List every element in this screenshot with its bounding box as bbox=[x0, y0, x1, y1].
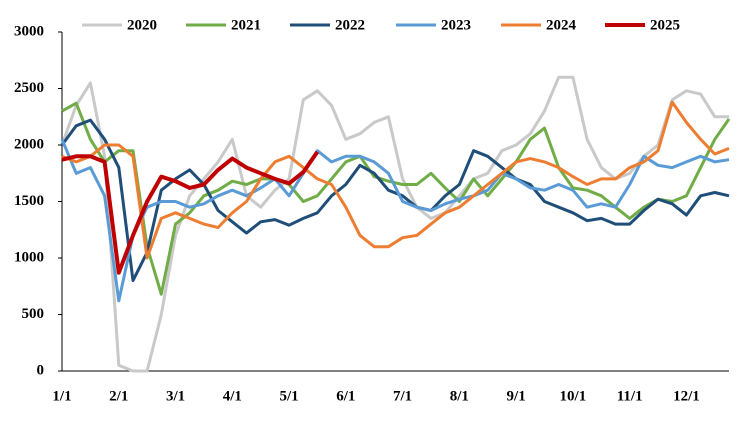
x-tick-label: 2/1 bbox=[109, 388, 128, 404]
y-tick-label: 0 bbox=[37, 362, 45, 378]
legend-label: 2024 bbox=[546, 17, 577, 33]
x-tick-label: 11/1 bbox=[617, 388, 643, 404]
y-tick-label: 2000 bbox=[14, 136, 44, 152]
series-line bbox=[61, 150, 320, 275]
x-tick-label: 12/1 bbox=[673, 388, 700, 404]
x-tick-label: 5/1 bbox=[279, 388, 298, 404]
y-tick-label: 3000 bbox=[14, 23, 44, 39]
series-line bbox=[60, 138, 730, 303]
x-tick-label: 6/1 bbox=[336, 388, 355, 404]
series-line bbox=[61, 100, 730, 260]
legend-label: 2025 bbox=[650, 17, 680, 33]
y-tick-label: 500 bbox=[22, 306, 45, 322]
legend-label: 2021 bbox=[231, 17, 261, 33]
y-tick-label: 1000 bbox=[14, 249, 44, 265]
x-tick-label: 8/1 bbox=[450, 388, 469, 404]
y-tick-label: 1500 bbox=[14, 193, 44, 209]
legend-label: 2020 bbox=[127, 17, 157, 33]
x-tick-label: 9/1 bbox=[507, 388, 526, 404]
x-tick-label: 7/1 bbox=[393, 388, 412, 404]
series-line bbox=[61, 101, 731, 296]
legend-label: 2022 bbox=[335, 17, 365, 33]
x-tick-label: 4/1 bbox=[223, 388, 242, 404]
x-tick-label: 1/1 bbox=[52, 388, 71, 404]
y-tick-label: 2500 bbox=[14, 80, 44, 96]
legend-label: 2023 bbox=[441, 17, 471, 33]
x-tick-label: 3/1 bbox=[166, 388, 185, 404]
x-tick-label: 10/1 bbox=[560, 388, 587, 404]
